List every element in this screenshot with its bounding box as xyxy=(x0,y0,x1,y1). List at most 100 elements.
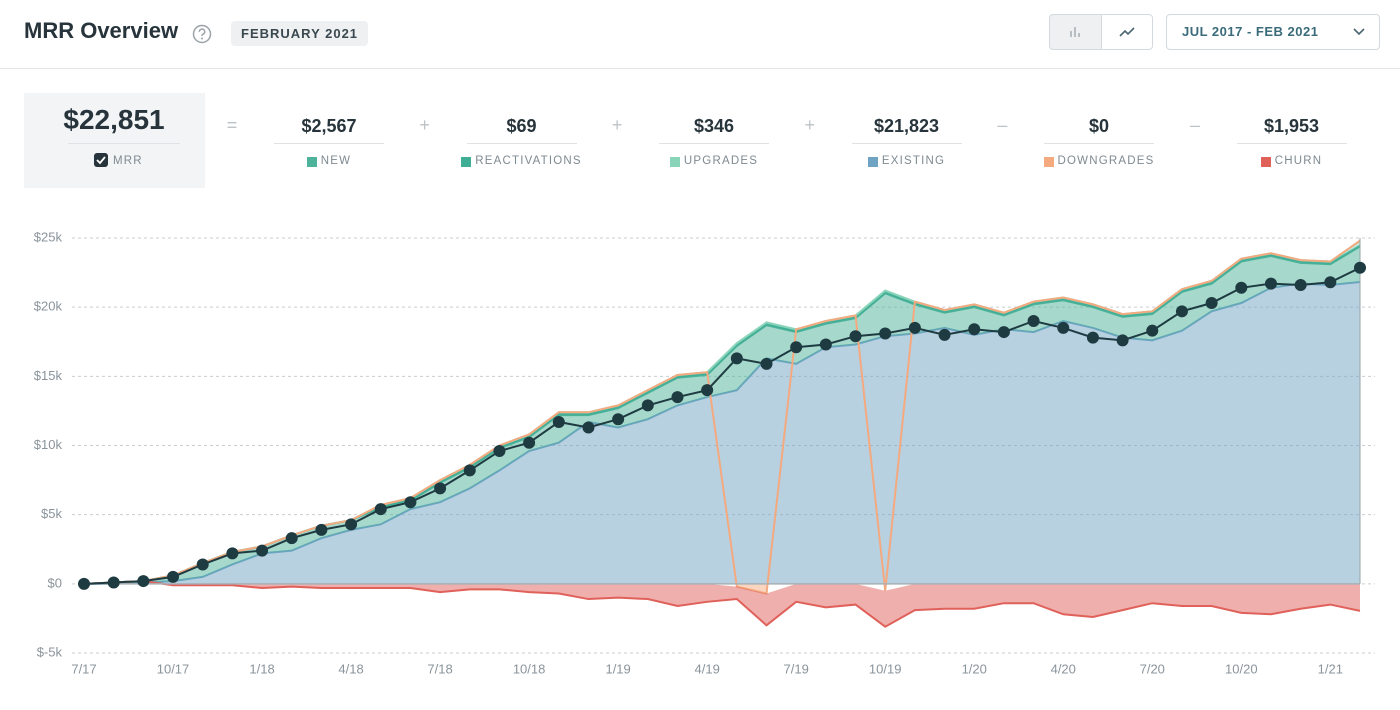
x-tick-label: 4/19 xyxy=(695,661,720,676)
metric-label: UPGRADES xyxy=(683,155,759,167)
area-edge xyxy=(83,239,1361,595)
mrr-point xyxy=(879,327,892,340)
metric-value: $346 xyxy=(693,116,735,136)
legend-swatch xyxy=(306,157,317,167)
mrr-point xyxy=(256,544,269,557)
mrr-point xyxy=(1324,276,1337,289)
line-icon xyxy=(1119,27,1135,37)
legend-swatch xyxy=(669,157,680,167)
period-badge: FEBRUARY 2021 xyxy=(231,21,369,46)
mrr-point xyxy=(1027,315,1040,327)
mrr-point xyxy=(1354,261,1366,274)
x-tick-label: 7/20 xyxy=(1140,661,1165,676)
operator: + xyxy=(611,115,623,135)
mrr-point xyxy=(730,352,743,365)
mrr-point xyxy=(1205,297,1218,310)
mrr-point xyxy=(167,570,180,583)
mrr-point xyxy=(612,413,625,426)
help-icon[interactable] xyxy=(192,24,212,44)
mrr-point xyxy=(671,391,684,404)
x-tick-label: 7/17 xyxy=(71,661,96,676)
mrr-point xyxy=(107,576,120,589)
operator: – xyxy=(997,115,1008,135)
metric-value: $1,953 xyxy=(1263,116,1320,136)
mrr-value: $22,851 xyxy=(63,104,165,135)
y-tick-label: $0 xyxy=(48,575,62,590)
area xyxy=(84,246,1360,584)
x-tick-label: 10/17 xyxy=(157,661,190,676)
legend-swatch xyxy=(1043,157,1054,167)
operator: = xyxy=(226,115,238,135)
date-range-text: JUL 2017 - FEB 2021 xyxy=(1182,24,1319,39)
mrr-box xyxy=(24,93,205,188)
legend-swatch xyxy=(1260,157,1271,167)
y-tick-label: $20k xyxy=(34,299,63,314)
mrr-point xyxy=(938,328,951,341)
mrr-point xyxy=(285,532,298,545)
operator: + xyxy=(419,115,430,135)
y-tick-label: $25k xyxy=(34,229,63,244)
mrr-point xyxy=(641,399,654,412)
mrr-point xyxy=(997,326,1010,339)
metric-label: NEW xyxy=(320,155,352,167)
x-tick-label: 10/20 xyxy=(1225,661,1258,676)
mrr-point xyxy=(463,464,476,477)
x-tick-label: 1/18 xyxy=(249,661,274,676)
x-tick-label: 1/21 xyxy=(1318,661,1343,676)
mrr-point xyxy=(345,518,358,531)
mrr-point xyxy=(434,482,447,495)
mrr-underline xyxy=(68,143,180,144)
mrr-point xyxy=(226,547,239,560)
metric-label: DOWNGRADES xyxy=(1057,155,1155,167)
mrr-point xyxy=(315,523,328,536)
x-tick-label: 7/19 xyxy=(784,661,809,676)
mrr-point xyxy=(1294,279,1307,292)
metric-underline xyxy=(466,143,577,144)
y-tick-label: $15k xyxy=(34,368,63,383)
date-range-dropdown[interactable]: JUL 2017 - FEB 2021 xyxy=(1166,14,1380,50)
metric-underline xyxy=(274,143,384,144)
metric-value: $2,567 xyxy=(301,116,357,136)
chevron xyxy=(1353,28,1365,36)
operator: + xyxy=(804,115,816,135)
mrr-point xyxy=(849,330,862,343)
mrr-point xyxy=(404,496,417,509)
metric-value: $0 xyxy=(1088,116,1110,136)
mrr-label: MRR xyxy=(113,155,143,167)
metric-label: REACTIVATIONS xyxy=(475,155,582,167)
metric-label: EXISTING xyxy=(881,155,946,167)
mrr-point xyxy=(493,445,506,458)
mrr-point xyxy=(137,575,150,588)
mrr-point xyxy=(1264,277,1277,290)
legend-swatch xyxy=(867,157,878,167)
metric-underline xyxy=(851,143,962,144)
mrr-point xyxy=(1086,331,1099,344)
mrr-point xyxy=(908,321,921,334)
metric-underline xyxy=(1236,143,1347,144)
mrr-point xyxy=(1116,334,1129,347)
x-tick-label: 4/20 xyxy=(1051,661,1076,676)
mrr-point xyxy=(1235,281,1248,294)
mrr-point xyxy=(790,341,803,354)
mrr-point xyxy=(552,415,565,428)
x-tick-label: 1/19 xyxy=(605,661,630,676)
mrr-checkbox[interactable] xyxy=(94,153,108,167)
metric-value: $69 xyxy=(506,116,537,136)
operator: – xyxy=(1189,115,1200,135)
page-title: MRR Overview xyxy=(24,18,179,43)
mrr-point xyxy=(1146,324,1159,337)
mrr-point xyxy=(1175,305,1188,318)
line-view-button[interactable] xyxy=(1101,14,1153,50)
mrr-point xyxy=(701,384,714,397)
mrr-point xyxy=(374,503,387,516)
header-divider xyxy=(0,68,1400,69)
bar-view-button[interactable] xyxy=(1049,14,1102,50)
x-tick-label: 4/18 xyxy=(338,661,363,676)
area xyxy=(84,281,1360,584)
metric-label: CHURN xyxy=(1274,155,1323,167)
x-tick-label: 10/19 xyxy=(869,661,902,676)
mrr-point xyxy=(819,338,832,351)
y-tick-label: $10k xyxy=(34,437,63,452)
metric-value: $21,823 xyxy=(873,116,940,136)
